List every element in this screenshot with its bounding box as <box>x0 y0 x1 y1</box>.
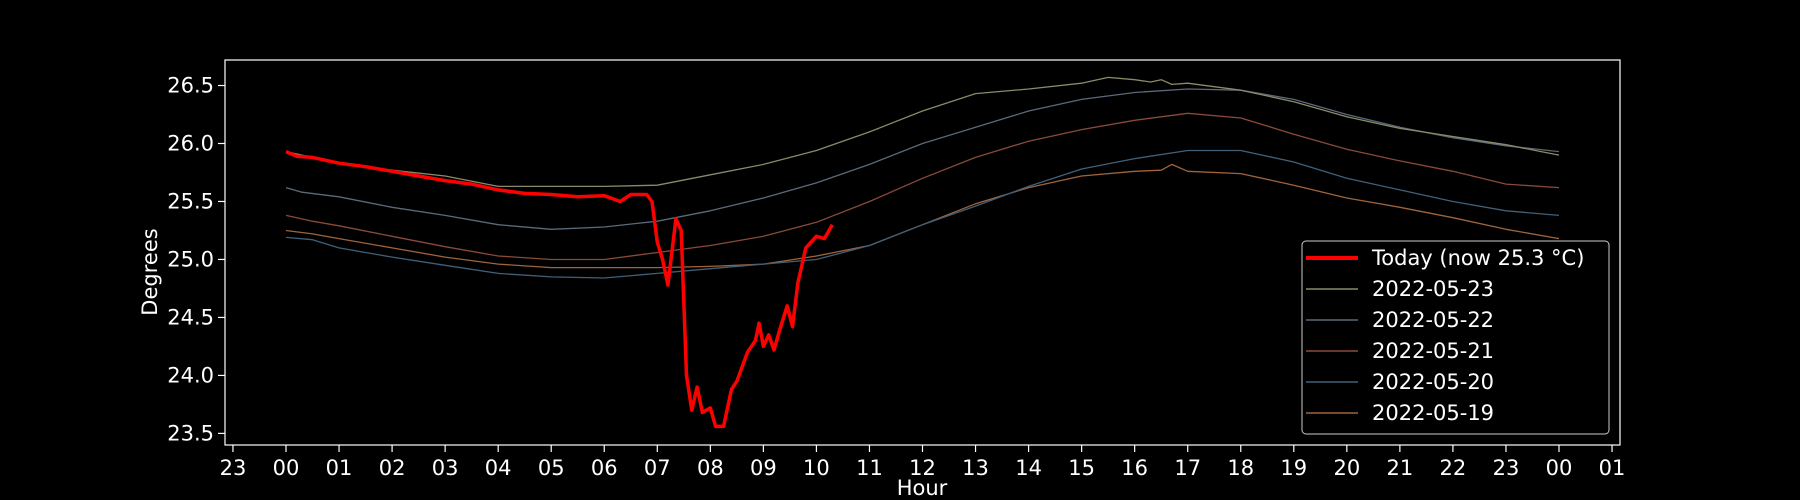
x-tick-label: 09 <box>750 456 777 480</box>
series-line-2022-05-20 <box>285 149 1560 279</box>
x-tick-label: 02 <box>379 456 406 480</box>
x-tick-label: 15 <box>1068 456 1095 480</box>
x-tick-label: 00 <box>1546 456 1573 480</box>
legend-label-2022-05-21: 2022-05-21 <box>1372 339 1494 363</box>
legend-label-2022-05-19: 2022-05-19 <box>1372 401 1494 425</box>
x-tick-label: 08 <box>697 456 724 480</box>
x-tick-label: 13 <box>962 456 989 480</box>
x-tick-label: 23 <box>1493 456 1520 480</box>
legend: Today (now 25.3 °C) 2022-05-23 2022-05-22 2… <box>1301 240 1610 435</box>
y-tick-label: 23.5 <box>167 421 214 445</box>
x-tick-label: 03 <box>432 456 459 480</box>
series-line-today <box>285 149 834 429</box>
x-tick-label: 07 <box>644 456 671 480</box>
x-tick-label: 14 <box>1015 456 1042 480</box>
x-axis-ticks: 23 00 01 02 03 04 05 06 07 08 09 10 11 12 13 14 15 16 17 18… <box>220 445 1626 480</box>
y-tick-label: 26.5 <box>167 74 214 98</box>
series-line-2022-05-19 <box>285 163 1560 269</box>
x-tick-label: 16 <box>1121 456 1148 480</box>
x-axis-label: Hour <box>897 476 948 500</box>
series-line-2022-05-23 <box>285 76 1560 188</box>
x-tick-label: 22 <box>1440 456 1467 480</box>
x-tick-label: 04 <box>485 456 512 480</box>
x-tick-label: 19 <box>1280 456 1307 480</box>
x-tick-label: 06 <box>591 456 618 480</box>
series-line-2022-05-21 <box>285 112 1560 261</box>
y-tick-label: 25.5 <box>167 189 214 213</box>
y-axis-ticks: 23.5 24.0 24.5 25.0 25.5 26.0 26.5 <box>167 74 225 445</box>
x-tick-label: 20 <box>1333 456 1360 480</box>
legend-label-today: Today (now 25.3 °C) <box>1371 246 1584 270</box>
y-tick-label: 26.0 <box>167 131 214 155</box>
series-line-2022-05-22 <box>285 88 1560 230</box>
x-tick-label: 21 <box>1387 456 1414 480</box>
y-axis-label: Degrees <box>138 228 162 315</box>
x-tick-label: 01 <box>1599 456 1626 480</box>
x-tick-label: 01 <box>326 456 353 480</box>
legend-box <box>1301 240 1610 435</box>
series-layer <box>285 76 1560 429</box>
x-tick-label: 11 <box>856 456 883 480</box>
x-tick-label: 05 <box>538 456 565 480</box>
x-tick-label: 12 <box>909 456 936 480</box>
legend-label-2022-05-20: 2022-05-20 <box>1372 370 1494 394</box>
y-tick-label: 24.5 <box>167 305 214 329</box>
x-tick-label: 17 <box>1174 456 1201 480</box>
legend-label-2022-05-23: 2022-05-23 <box>1372 277 1494 301</box>
x-tick-label: 23 <box>220 456 247 480</box>
x-tick-label: 10 <box>803 456 830 480</box>
y-tick-label: 24.0 <box>167 363 214 387</box>
x-tick-label: 00 <box>273 456 300 480</box>
x-tick-label: 18 <box>1227 456 1254 480</box>
legend-items: Today (now 25.3 °C) 2022-05-23 2022-05-22 2… <box>1306 246 1584 425</box>
y-tick-label: 25.0 <box>167 247 214 271</box>
legend-label-2022-05-22: 2022-05-22 <box>1372 308 1494 332</box>
